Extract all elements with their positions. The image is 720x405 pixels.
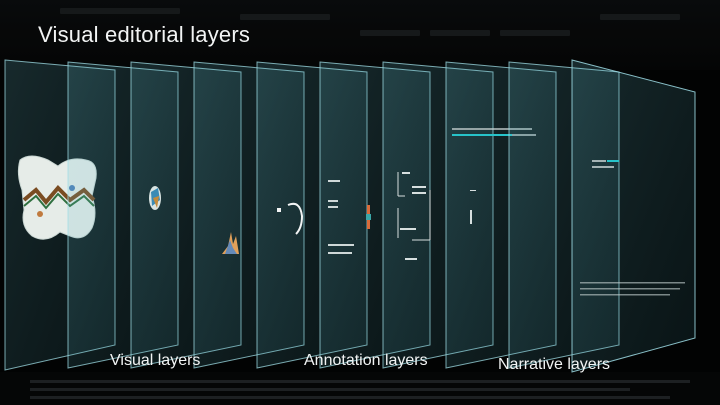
visual-layers-label: Visual layers (110, 352, 201, 369)
slide-title: Visual editorial layers (38, 22, 251, 47)
background-footer (0, 372, 720, 405)
axis-annotation-graphic (397, 172, 431, 260)
layer-pane-10 (571, 59, 696, 373)
cell-visual-image (149, 186, 161, 210)
distribution-visual-image (222, 232, 239, 254)
background-toolbar (0, 0, 720, 70)
narrative-caption-graphic (580, 160, 685, 296)
arc-annotation-graphic (277, 202, 304, 235)
label-annotation-graphic (328, 180, 371, 254)
annotation-layers-label: Annotation layers (304, 352, 428, 369)
narrative-layers-label: Narrative layers (498, 356, 611, 373)
